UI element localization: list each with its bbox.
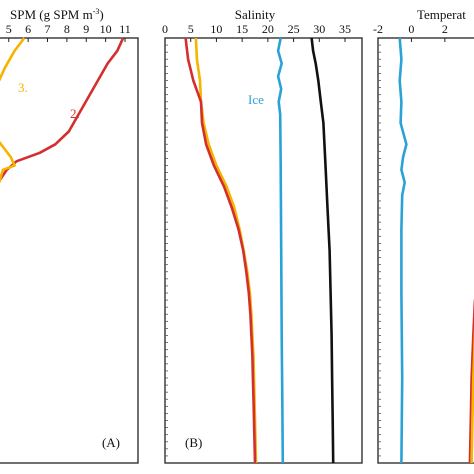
panel-spm: SPM (g SPM m-3) 345678910113.2.(A) xyxy=(0,7,139,464)
series-line-profile xyxy=(184,37,257,464)
series-line-2 xyxy=(0,37,125,183)
series-line-profile xyxy=(468,298,474,464)
series-annotation: Ice xyxy=(248,92,264,107)
series-line-profile xyxy=(194,37,258,464)
x-tick-label: 30 xyxy=(313,22,325,36)
panel-salinity: Salinity 0 5 10 15 20 25 30 35 Ice (B) xyxy=(162,7,363,464)
series-annotation: 3. xyxy=(18,80,28,95)
temperature-title: Temperat xyxy=(417,7,466,22)
series-line-profile xyxy=(470,326,474,464)
panel-label: (A) xyxy=(102,435,120,450)
series-annotation: 2. xyxy=(70,106,80,121)
x-tick-label: 8 xyxy=(64,22,70,36)
x-tick-label: 9 xyxy=(83,22,89,36)
series-line-ice xyxy=(276,37,285,464)
x-tick-label: 6 xyxy=(25,22,31,36)
x-tick-label: 5 xyxy=(6,22,12,36)
x-tick-label: 15 xyxy=(236,22,248,36)
x-tick-label: 10 xyxy=(100,22,112,36)
x-tick-label: -2 xyxy=(373,22,383,36)
series-line-profile xyxy=(310,37,335,464)
x-tick-label: 5 xyxy=(188,22,194,36)
x-tick-label: 2 xyxy=(442,22,448,36)
panel-temperature: Temperat -2024 xyxy=(373,7,474,464)
x-tick-label: 0 xyxy=(162,22,168,36)
x-tick-label: 10 xyxy=(210,22,222,36)
series-line-profile xyxy=(398,37,408,464)
salinity-title: Salinity xyxy=(235,7,276,22)
plot-frame xyxy=(0,37,139,464)
x-tick-label: 7 xyxy=(45,22,51,36)
spm-title: SPM (g SPM m-3) xyxy=(10,7,104,22)
x-tick-label: 20 xyxy=(262,22,274,36)
series-line-3 xyxy=(0,37,26,184)
plot-frame xyxy=(377,37,474,464)
x-tick-label: 0 xyxy=(408,22,414,36)
panel-label: (B) xyxy=(185,435,202,450)
x-tick-label: 25 xyxy=(288,22,300,36)
x-tick-label: 11 xyxy=(119,22,131,36)
x-tick-label: 35 xyxy=(339,22,351,36)
